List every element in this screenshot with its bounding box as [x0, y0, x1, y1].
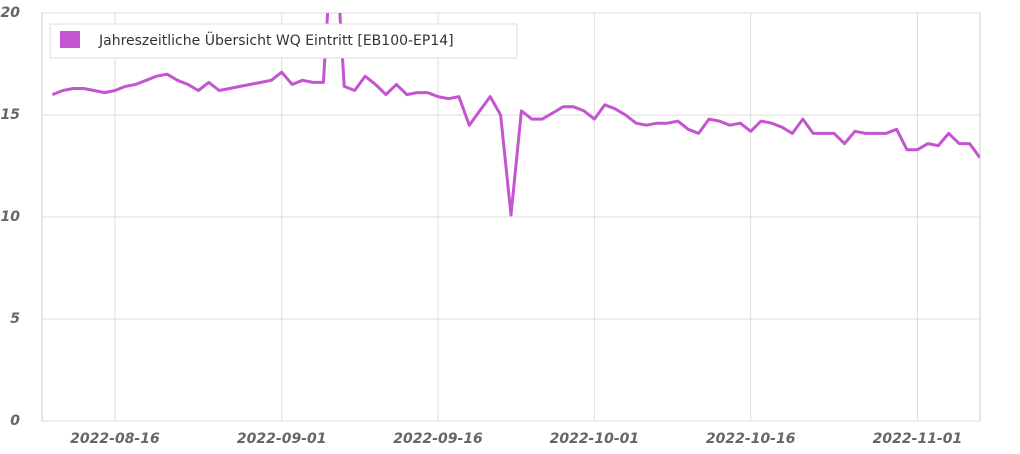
labels: 0 5 10 15 20 2022-08-16 2022-09-01 2022-09-16 20… [1, 5, 963, 447]
x-tick-label: 2022-11-01 [873, 431, 963, 447]
y-tick-label: 10 [1, 209, 21, 225]
grid [42, 12, 980, 422]
series-line [51, 13, 980, 217]
x-tick-label: 2022-08-16 [70, 431, 160, 447]
legend: Jahreszeitliche Übersicht WQ Eintritt [E… [49, 23, 518, 59]
x-tick-label: 2022-10-01 [550, 431, 640, 447]
x-tick-label: 2022-09-01 [237, 431, 327, 447]
x-tick-label: 2022-09-16 [393, 431, 483, 447]
series-layer [51, 13, 980, 217]
x-tick-label: 2022-10-16 [706, 431, 796, 447]
legend-swatch [60, 31, 80, 48]
y-tick-label: 5 [10, 311, 20, 327]
y-tick-label: 20 [1, 5, 21, 21]
legend-label: Jahreszeitliche Übersicht WQ Eintritt [E… [98, 31, 454, 49]
y-tick-label: 15 [1, 107, 21, 123]
legend-box [49, 23, 518, 59]
y-tick-label: 0 [10, 413, 20, 429]
